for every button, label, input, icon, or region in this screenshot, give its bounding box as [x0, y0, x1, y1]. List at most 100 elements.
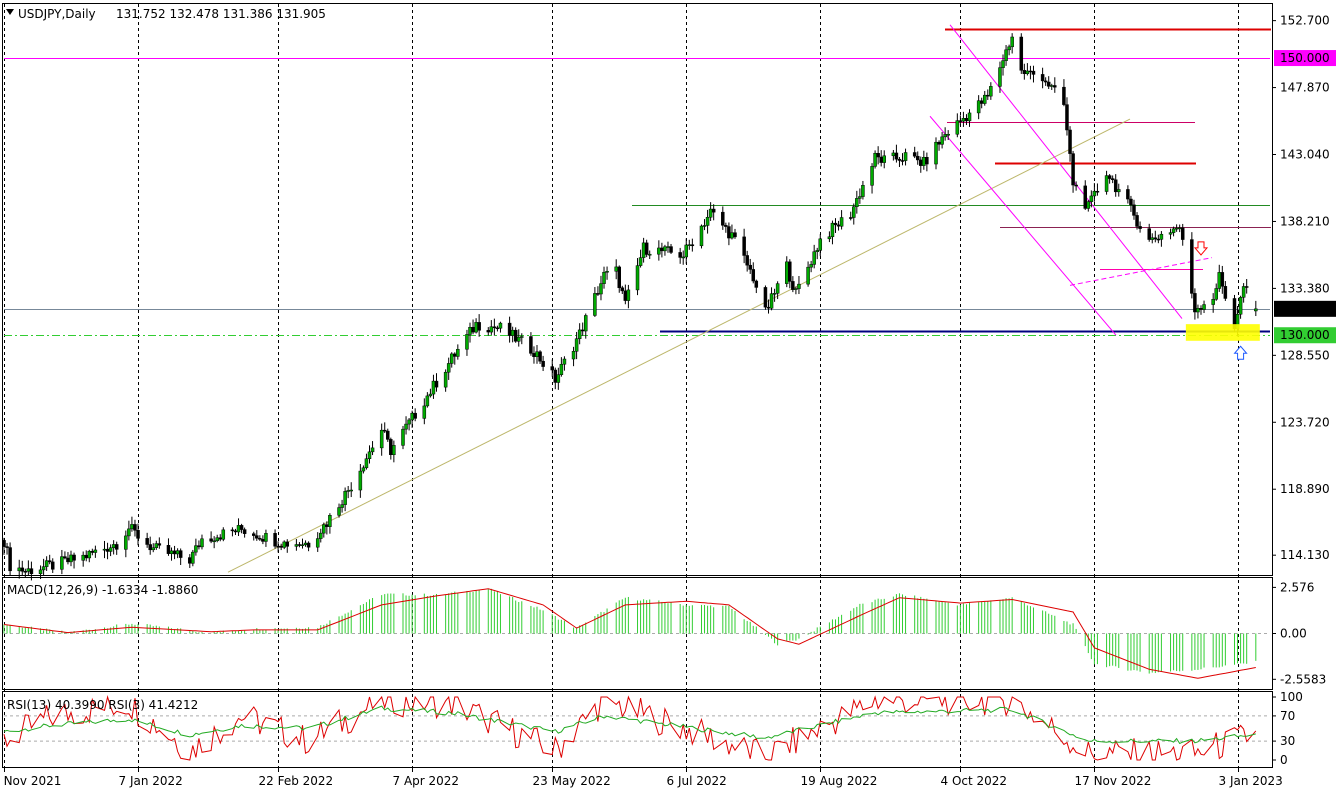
rsi-panel[interactable] [2, 691, 1273, 768]
time-label: 22 Feb 2022 [259, 774, 334, 788]
candle-bull [815, 250, 819, 252]
candle-bull [127, 528, 131, 537]
candle-bear [721, 211, 725, 226]
candle-bear [876, 152, 880, 158]
candle-bull [730, 232, 734, 239]
time-label: 17 Nov 2022 [1075, 774, 1152, 788]
candle-bull [516, 336, 521, 342]
candle-bull [708, 208, 713, 218]
rsi-tick-label: 0 [1280, 753, 1288, 767]
rsi-tick-label: 70 [1280, 709, 1295, 723]
candle-bull [468, 327, 472, 335]
rsi-tick-label: 30 [1280, 734, 1295, 748]
candle-bear [1132, 204, 1136, 216]
candle-bull [407, 419, 411, 425]
candle-bull [130, 524, 134, 530]
candle-bull [1238, 297, 1243, 315]
candle-bull [638, 257, 643, 266]
candle-bull [264, 533, 268, 542]
candle-bull [498, 322, 503, 329]
candle-bull [1168, 232, 1173, 235]
candle-bear [788, 261, 792, 282]
candle-bull [200, 538, 204, 548]
symbol-dropdown-icon[interactable] [6, 9, 14, 15]
candle-bear [1147, 228, 1151, 240]
candle-bear [724, 225, 728, 227]
candle-bull [1007, 46, 1011, 51]
candle-bull [1254, 308, 1258, 312]
candle-bull [124, 535, 128, 550]
candle-bull [647, 253, 652, 256]
candle-bear [532, 353, 536, 357]
trendlines[interactable] [227, 24, 1213, 573]
candle-bear [434, 380, 439, 388]
candle-bull [431, 380, 436, 395]
candle-bear [894, 152, 899, 160]
main-panel[interactable] [2, 3, 1273, 576]
candle-bull [1241, 286, 1246, 298]
candle-bear [644, 242, 649, 255]
price-tick-label: 143.040 [1280, 148, 1330, 162]
support-zone [1185, 324, 1260, 341]
candle-bull [1104, 175, 1109, 192]
candle-bear [279, 546, 283, 548]
candle-bear [389, 439, 393, 455]
candle-bear [114, 544, 119, 550]
candle-bear [1190, 239, 1194, 294]
candle-bear [617, 266, 621, 289]
candle-bull [282, 541, 286, 548]
candle-bull [663, 246, 667, 252]
candle-bull [873, 152, 877, 167]
candle-bear [711, 208, 716, 213]
price-tick-label: 147.870 [1280, 81, 1330, 95]
buy-arrow-icon [1233, 345, 1248, 360]
candle-bear [166, 545, 171, 554]
candle-bear [1193, 293, 1197, 313]
symbol-label[interactable]: USDJPY,Daily [18, 7, 96, 21]
candle-bear [513, 329, 518, 342]
rsi13-line [3, 705, 1256, 745]
price-axis: 152.700 147.870 143.040 138.210 133.380 128.5… [1272, 14, 1330, 767]
annotations[interactable] [1185, 241, 1260, 360]
candle-bull [982, 94, 987, 104]
candle-bear [919, 159, 923, 166]
candle-bull [212, 540, 216, 543]
candle-bull [428, 393, 433, 397]
candle-bull [443, 371, 448, 388]
candle-bull [797, 283, 801, 289]
candle-bear [486, 330, 491, 333]
candle-bull [465, 334, 469, 350]
candle-bear [492, 326, 497, 329]
candle-bull [559, 363, 564, 375]
candle-bull [535, 351, 539, 357]
candle-bull [699, 225, 704, 247]
candle-bull [1177, 227, 1182, 230]
candle-bear [1199, 308, 1203, 310]
candle-bear [1129, 198, 1133, 206]
candle-bear [1046, 81, 1051, 87]
candle-bear [197, 545, 201, 548]
candle-bear [1135, 215, 1139, 227]
candle-bull [489, 326, 494, 333]
candle-bear [1180, 227, 1185, 240]
candle-bull [446, 363, 451, 373]
candle-bull [861, 185, 865, 197]
candle-bull [422, 405, 427, 419]
candle-bull [1025, 70, 1030, 75]
rsi-tick-label: 100 [1280, 690, 1303, 704]
candle-bull [87, 550, 92, 559]
candle-bull [510, 329, 515, 336]
candle-bull [370, 447, 375, 453]
candle-bull [967, 112, 972, 122]
candle-bear [836, 224, 841, 227]
candle-bull [337, 507, 341, 516]
candle-bear [63, 556, 67, 559]
candle-bull [593, 293, 597, 316]
candle-bear [763, 287, 768, 308]
candle-bull [392, 445, 396, 455]
candle-bear [136, 530, 140, 539]
macd-series [3, 588, 1270, 679]
candle-bull [41, 566, 46, 571]
